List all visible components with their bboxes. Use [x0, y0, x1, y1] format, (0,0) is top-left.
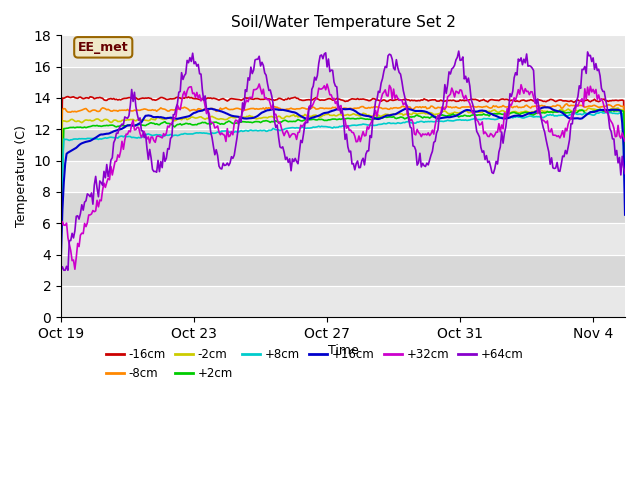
+8cm — [598, 109, 605, 115]
-16cm — [57, 168, 65, 174]
-8cm — [57, 177, 65, 183]
-8cm — [227, 107, 234, 112]
Line: +8cm: +8cm — [61, 112, 625, 210]
+2cm — [371, 116, 378, 122]
+32cm — [247, 95, 255, 100]
+2cm — [246, 120, 253, 125]
-8cm — [563, 101, 571, 107]
+64cm — [57, 267, 65, 273]
+2cm — [621, 159, 629, 165]
Bar — [61, 223, 625, 254]
-2cm — [246, 113, 253, 119]
+32cm — [621, 138, 629, 144]
+64cm — [246, 77, 253, 83]
-16cm — [566, 98, 573, 104]
+16cm — [621, 212, 629, 217]
Bar — [61, 161, 625, 192]
+16cm — [454, 112, 461, 118]
+32cm — [228, 129, 236, 134]
-16cm — [621, 170, 629, 176]
-16cm — [472, 96, 479, 102]
Text: EE_met: EE_met — [78, 41, 129, 54]
Bar — [61, 36, 625, 67]
-2cm — [57, 183, 65, 189]
-2cm — [621, 177, 629, 183]
+32cm — [473, 117, 481, 123]
+64cm — [371, 110, 378, 116]
Line: +16cm: +16cm — [61, 107, 625, 255]
-2cm — [614, 105, 622, 111]
-2cm — [371, 114, 378, 120]
+32cm — [567, 116, 575, 121]
-8cm — [246, 106, 253, 112]
+32cm — [373, 114, 381, 120]
+8cm — [371, 122, 378, 128]
+2cm — [564, 109, 572, 115]
+16cm — [541, 104, 548, 110]
X-axis label: Time: Time — [328, 344, 358, 357]
Title: Soil/Water Temperature Set 2: Soil/Water Temperature Set 2 — [230, 15, 456, 30]
Bar — [61, 98, 625, 129]
+16cm — [57, 252, 65, 258]
Line: -8cm: -8cm — [61, 104, 625, 180]
+64cm — [454, 54, 461, 60]
+8cm — [564, 113, 572, 119]
+64cm — [621, 171, 629, 177]
Line: -2cm: -2cm — [61, 108, 625, 186]
+2cm — [470, 112, 478, 118]
-2cm — [227, 115, 234, 120]
+16cm — [470, 108, 478, 114]
+2cm — [227, 119, 234, 124]
Line: +64cm: +64cm — [61, 51, 625, 270]
+64cm — [455, 48, 463, 54]
-16cm — [372, 96, 380, 102]
+64cm — [472, 119, 479, 124]
Line: -16cm: -16cm — [61, 96, 625, 173]
-2cm — [564, 106, 572, 112]
-2cm — [470, 108, 478, 114]
+2cm — [454, 113, 461, 119]
Line: +2cm: +2cm — [61, 109, 625, 223]
+16cm — [227, 112, 234, 118]
+8cm — [246, 128, 253, 133]
+16cm — [246, 115, 253, 121]
+8cm — [227, 129, 234, 135]
+64cm — [566, 136, 573, 142]
+32cm — [57, 224, 65, 229]
-8cm — [470, 104, 478, 109]
+64cm — [227, 160, 234, 166]
+8cm — [57, 207, 65, 213]
+2cm — [57, 220, 65, 226]
+8cm — [454, 117, 461, 123]
+8cm — [470, 116, 478, 121]
-16cm — [228, 96, 236, 101]
Bar — [61, 286, 625, 317]
-16cm — [247, 96, 255, 102]
+32cm — [71, 266, 79, 272]
Line: +32cm: +32cm — [61, 84, 625, 269]
+2cm — [596, 107, 604, 112]
-16cm — [455, 98, 463, 104]
+8cm — [621, 192, 629, 198]
Legend: -16cm, -8cm, -2cm, +2cm, +8cm, +16cm, +32cm, +64cm: -16cm, -8cm, -2cm, +2cm, +8cm, +16cm, +3… — [101, 343, 528, 384]
-8cm — [621, 173, 629, 179]
-2cm — [454, 110, 461, 116]
-8cm — [371, 104, 378, 109]
-8cm — [454, 105, 461, 110]
+32cm — [255, 81, 263, 87]
Y-axis label: Temperature (C): Temperature (C) — [15, 125, 28, 227]
-16cm — [64, 94, 72, 99]
+32cm — [456, 87, 464, 93]
+16cm — [371, 115, 378, 121]
-8cm — [566, 103, 573, 109]
+16cm — [566, 116, 573, 121]
